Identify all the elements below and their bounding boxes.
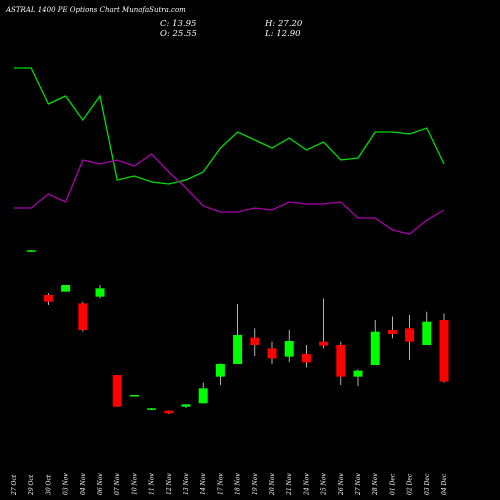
candle-down	[250, 337, 260, 345]
x-tick-label: 04 Nov	[80, 473, 87, 495]
candle-down	[164, 410, 174, 414]
x-tick-label: 27 Oct	[11, 474, 18, 496]
x-tick-label: 03 Nov	[63, 473, 70, 495]
candle-up	[215, 364, 225, 377]
candle-down	[387, 330, 397, 334]
candle-up	[181, 404, 191, 407]
x-tick-label: 14 Nov	[200, 473, 207, 495]
x-tick-label: 30 Oct	[45, 474, 52, 495]
open-value: O: 25.55	[160, 29, 197, 39]
x-tick-label: 11 Nov	[149, 473, 156, 495]
x-tick-label: 29 Oct	[28, 474, 35, 496]
x-tick-label: 24 Nov	[303, 473, 310, 496]
x-tick-label: 13 Nov	[183, 473, 190, 495]
candle-up	[422, 321, 432, 345]
candle-down	[267, 348, 277, 359]
candle-up	[147, 408, 157, 410]
candle-down	[336, 345, 346, 377]
x-tick-label: 17 Nov	[217, 473, 224, 495]
candle-up	[233, 335, 243, 364]
candle-down	[112, 375, 122, 407]
close-value: C: 13.95	[160, 19, 197, 29]
x-tick-label: 10 Nov	[131, 473, 138, 495]
candle-up	[198, 388, 208, 404]
x-tick-label: 21 Nov	[286, 473, 293, 496]
candle-up	[370, 331, 380, 365]
candle-down	[405, 328, 415, 342]
x-tick-label: 03 Dec	[424, 473, 431, 495]
low-value: L: 12.90	[265, 29, 301, 39]
candle-up	[61, 285, 71, 292]
candle-down	[319, 341, 329, 346]
x-tick-label: 27 Nov	[355, 473, 362, 496]
x-tick-label: 19 Nov	[252, 473, 259, 495]
chart-title: ASTRAL 1400 PE Options Chart MunafaSutra…	[6, 6, 186, 14]
green-line-series	[14, 67, 445, 185]
x-tick-label: 26 Nov	[338, 473, 345, 496]
x-tick-label: 28 Nov	[372, 473, 379, 496]
candle-up	[129, 395, 139, 397]
x-tick-label: 25 Nov	[321, 473, 328, 496]
candle-down	[78, 303, 88, 330]
x-tick-label: 04 Dec	[441, 473, 448, 495]
x-tick-label: 06 Nov	[97, 473, 104, 495]
x-tick-label: 18 Nov	[235, 473, 242, 495]
x-tick-label: 12 Nov	[166, 473, 173, 495]
purple-line-series	[14, 153, 445, 235]
candle-up	[284, 341, 294, 357]
candle-down	[301, 354, 311, 363]
candle-down	[439, 320, 449, 382]
x-tick-label: 20 Nov	[269, 473, 276, 496]
candle-up	[353, 370, 363, 377]
candle-up	[95, 288, 105, 297]
x-tick-label: 02 Dec	[407, 473, 414, 495]
x-tick-label: 07 Nov	[114, 473, 121, 495]
x-tick-label: 01 Dec	[389, 473, 396, 495]
candle-up	[26, 250, 36, 252]
candle-down	[43, 295, 53, 302]
high-value: H: 27.20	[265, 19, 303, 29]
